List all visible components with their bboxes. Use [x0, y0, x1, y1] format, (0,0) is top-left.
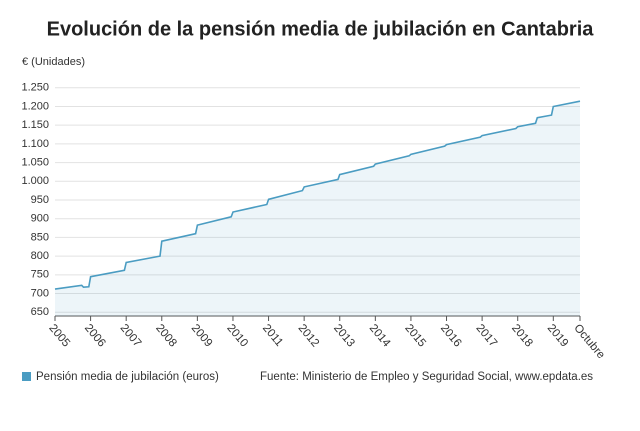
x-tick-label: 2010 — [224, 322, 250, 349]
y-tick-label: 1.100 — [21, 138, 49, 150]
y-tick-label: 1.150 — [21, 119, 49, 131]
y-tick-label: 700 — [31, 287, 49, 299]
y-tick-label: 1.000 — [21, 175, 49, 187]
y-tick-label: 1.200 — [21, 100, 49, 112]
y-tick-label: 1.050 — [21, 156, 49, 168]
x-tick-label: 2015 — [402, 322, 428, 349]
y-tick-label: 950 — [31, 194, 49, 206]
y-tick-label: 750 — [31, 269, 49, 281]
x-tick-label: 2009 — [189, 322, 215, 349]
y-axis-label: € (Unidades) — [22, 56, 85, 68]
x-tick-label: 2014 — [367, 322, 393, 350]
source: Fuente: Ministerio de Empleo y Seguridad… — [260, 371, 593, 383]
y-tick-label: 900 — [31, 213, 49, 225]
legend-label: Pensión media de jubilación (euros) — [36, 371, 219, 383]
x-tick-label: 2006 — [82, 322, 108, 349]
x-tick-label: Octubre — [571, 322, 606, 361]
x-tick-label: 2012 — [296, 322, 322, 349]
x-tick-label: 2011 — [260, 322, 285, 349]
line — [54, 100, 581, 290]
y-tick-label: 650 — [31, 306, 49, 318]
area — [55, 101, 580, 316]
x-tick-label: 2013 — [331, 322, 357, 349]
x-tick-label: 2005 — [46, 322, 72, 349]
x-tick-label: 2007 — [118, 322, 144, 349]
y-tick-label: 800 — [31, 250, 49, 262]
x-tick-label: 2017 — [473, 322, 499, 349]
x-tick-label: 2008 — [153, 322, 179, 349]
y-tick-label: 850 — [31, 231, 49, 243]
y-tick-label: 1.250 — [21, 82, 49, 94]
x-tick-label: 2016 — [438, 322, 464, 349]
legend-swatch — [22, 372, 31, 381]
chart-title: Evolución de la pensión media de jubilac… — [47, 18, 595, 40]
x-tick-label: 2018 — [509, 322, 535, 349]
x-tick-label: 2019 — [545, 322, 571, 349]
